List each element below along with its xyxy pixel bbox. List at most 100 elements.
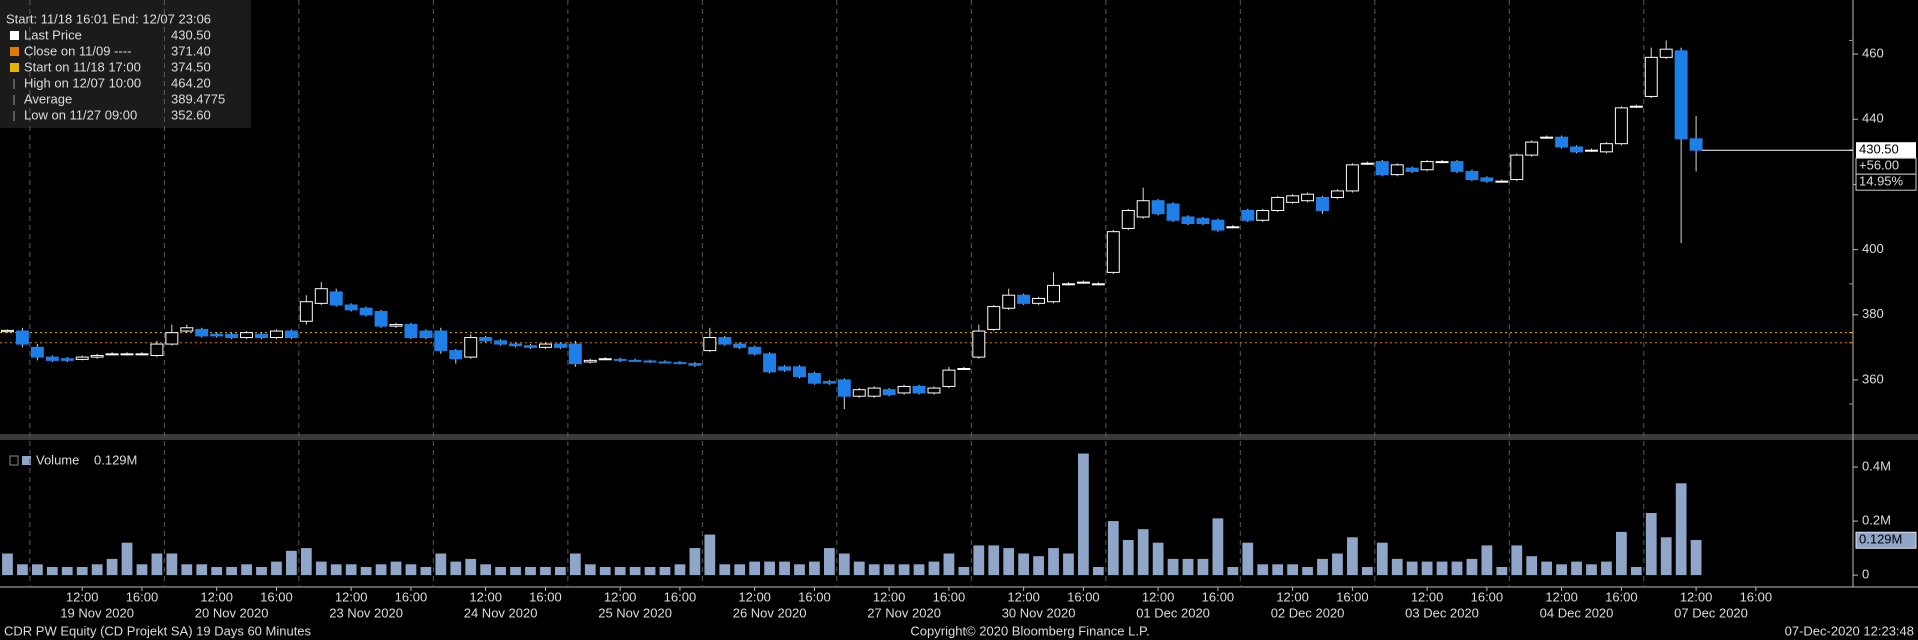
x-date-label: 23 Nov 2020 (329, 605, 403, 620)
x-tick-label: 12:00 (873, 589, 906, 604)
volume-bar (76, 567, 88, 576)
candle-body (1166, 203, 1180, 221)
candle-body (135, 353, 149, 356)
candle-body (509, 343, 523, 347)
volume-bar (629, 567, 641, 576)
candle-body (1330, 190, 1344, 198)
footer-right: 07-Dec-2020 12:23:48 (1785, 623, 1914, 638)
y-tick-label: 360 (1862, 371, 1884, 386)
candle-body (1271, 196, 1285, 211)
volume-bar (480, 564, 492, 576)
candle-body (120, 353, 134, 356)
x-tick-label: 12:00 (604, 589, 637, 604)
volume-bar (136, 564, 148, 576)
volume-last-box (1855, 531, 1917, 549)
volume-bar (883, 564, 895, 576)
candle-body (583, 359, 597, 363)
candle-body (1136, 200, 1150, 218)
volume-bar (1436, 561, 1448, 576)
volume-bar (1317, 558, 1328, 576)
volume-bar (420, 567, 432, 576)
x-tick-label: 16:00 (798, 589, 831, 604)
candle-body (404, 324, 418, 339)
candle-body (464, 337, 478, 358)
x-tick-label: 12:00 (738, 589, 771, 604)
candle-body (1047, 284, 1060, 303)
volume-bar (17, 564, 28, 576)
x-tick-label: 16:00 (395, 589, 428, 604)
volume-bar (1033, 556, 1044, 576)
candle-body (1480, 177, 1494, 182)
candle-body (449, 350, 463, 360)
candle-body (658, 361, 672, 364)
candle-body (434, 330, 448, 352)
candle-body (837, 379, 851, 397)
last-price-box (1856, 142, 1916, 159)
candle-body (1345, 164, 1359, 192)
candle-body (165, 332, 179, 345)
volume-tick-label: 0 (1862, 567, 1869, 582)
candle-body (1659, 48, 1673, 58)
volume-bar (1571, 561, 1582, 576)
x-tick-label: 16:00 (1336, 589, 1369, 604)
candle-body (1181, 216, 1195, 225)
x-tick-label: 16:00 (529, 589, 562, 604)
candle-body (1570, 146, 1584, 153)
x-tick-label: 16:00 (933, 589, 966, 604)
candle-body (793, 366, 806, 378)
x-tick-label: 12:00 (1411, 589, 1444, 604)
x-date-label: 04 Dec 2020 (1540, 605, 1614, 620)
x-tick-label: 16:00 (1740, 589, 1773, 604)
volume-bar (1272, 564, 1284, 576)
volume-bar (525, 567, 536, 576)
volume-bar (495, 567, 506, 576)
volume-bar (450, 561, 462, 576)
volume-bar (465, 558, 477, 576)
change-box (1855, 173, 1917, 191)
candle-body (1196, 218, 1210, 225)
volume-bar (1122, 539, 1134, 576)
volume-bar (1391, 558, 1403, 576)
volume-bar (1451, 561, 1463, 576)
x-tick-label: 16:00 (1471, 589, 1504, 604)
volume-bar (1242, 542, 1254, 576)
candle-body (1465, 170, 1479, 181)
legend-value: 389.4775 (171, 91, 225, 106)
volume-bar (898, 564, 910, 576)
x-date-label: 30 Nov 2020 (1002, 605, 1076, 620)
candle-body (807, 372, 821, 384)
volume-bar (360, 567, 372, 576)
volume-bar (823, 548, 835, 576)
volume-bar (1556, 564, 1567, 576)
volume-bar (988, 545, 1000, 576)
candle-body (1555, 136, 1569, 148)
volume-bar (540, 567, 551, 576)
candle-body (359, 307, 373, 316)
volume-bar (1137, 529, 1149, 576)
volume-bar (1406, 561, 1418, 576)
volume-bar (1586, 564, 1597, 576)
volume-bar (1615, 531, 1627, 576)
legend-value: 464.20 (171, 75, 211, 90)
candle-body (75, 356, 89, 360)
legend-value: 371.40 (171, 43, 211, 58)
candle-body (479, 337, 493, 342)
volume-legend-label: Volume (36, 452, 79, 467)
x-date-label: 01 Dec 2020 (1136, 605, 1210, 620)
volume-bar (1003, 548, 1015, 576)
candle-body (269, 330, 283, 339)
volume-bar (345, 564, 357, 576)
candle-body (1360, 162, 1374, 165)
candle-body (225, 333, 239, 339)
x-date-label: 27 Nov 2020 (867, 605, 941, 620)
volume-legend-value: 0.129M (94, 452, 137, 467)
candle-body (329, 291, 343, 306)
candle-body (344, 304, 358, 311)
legend-value: 352.60 (171, 107, 211, 122)
candle-body (314, 288, 328, 304)
x-tick-label: 12:00 (469, 589, 502, 604)
legend-label: Low on 11/27 09:00 (24, 107, 137, 122)
legend-marker (10, 63, 19, 72)
x-tick-label: 12:00 (1680, 589, 1713, 604)
